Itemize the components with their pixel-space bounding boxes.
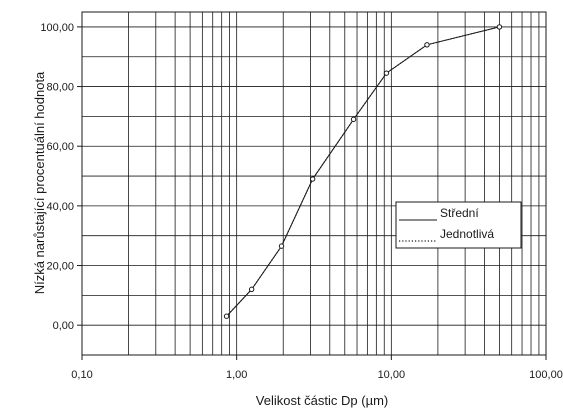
- plot-frame: [81, 11, 547, 356]
- data-point: [278, 243, 285, 249]
- legend-label-stredni: Střední: [440, 206, 479, 220]
- y-tick-label: 40,00: [46, 201, 74, 213]
- axis-ticks: [77, 26, 547, 360]
- data-point: [309, 176, 316, 182]
- y-tick-label: 0,00: [53, 320, 74, 332]
- y-axis-label: Nízká narůstající procentuální hodnota: [32, 71, 47, 294]
- data-point: [496, 24, 503, 30]
- data-point: [223, 313, 230, 319]
- tick-labels: 0,10 1,00 10,00 100,00 0,00 20,00 40,00 60,00 80…: [40, 22, 562, 381]
- data-point: [248, 286, 255, 293]
- x-tick-label: 1,00: [226, 369, 247, 381]
- legend-label-jednotliva: Jednotlivá: [440, 227, 494, 241]
- data-point: [383, 70, 390, 76]
- data-points: [223, 24, 503, 319]
- x-axis-label: Velikost částic Dp (µm): [256, 393, 388, 408]
- y-tick-label: 20,00: [46, 261, 74, 273]
- x-tick-label: 0,10: [71, 369, 92, 381]
- x-tick-label: 100,00: [529, 369, 563, 381]
- series-line-dotted: [226, 26, 500, 317]
- data-point: [424, 42, 430, 48]
- legend-box: [395, 201, 522, 249]
- legend: Střední Jednotlivá: [395, 201, 522, 249]
- y-tick-label: 80,00: [46, 82, 74, 94]
- x-tick-label: 10,00: [378, 369, 406, 381]
- y-tick-label: 60,00: [46, 141, 74, 153]
- y-tick-label: 100,00: [40, 22, 74, 34]
- series-group: [226, 26, 500, 317]
- data-point: [350, 116, 357, 123]
